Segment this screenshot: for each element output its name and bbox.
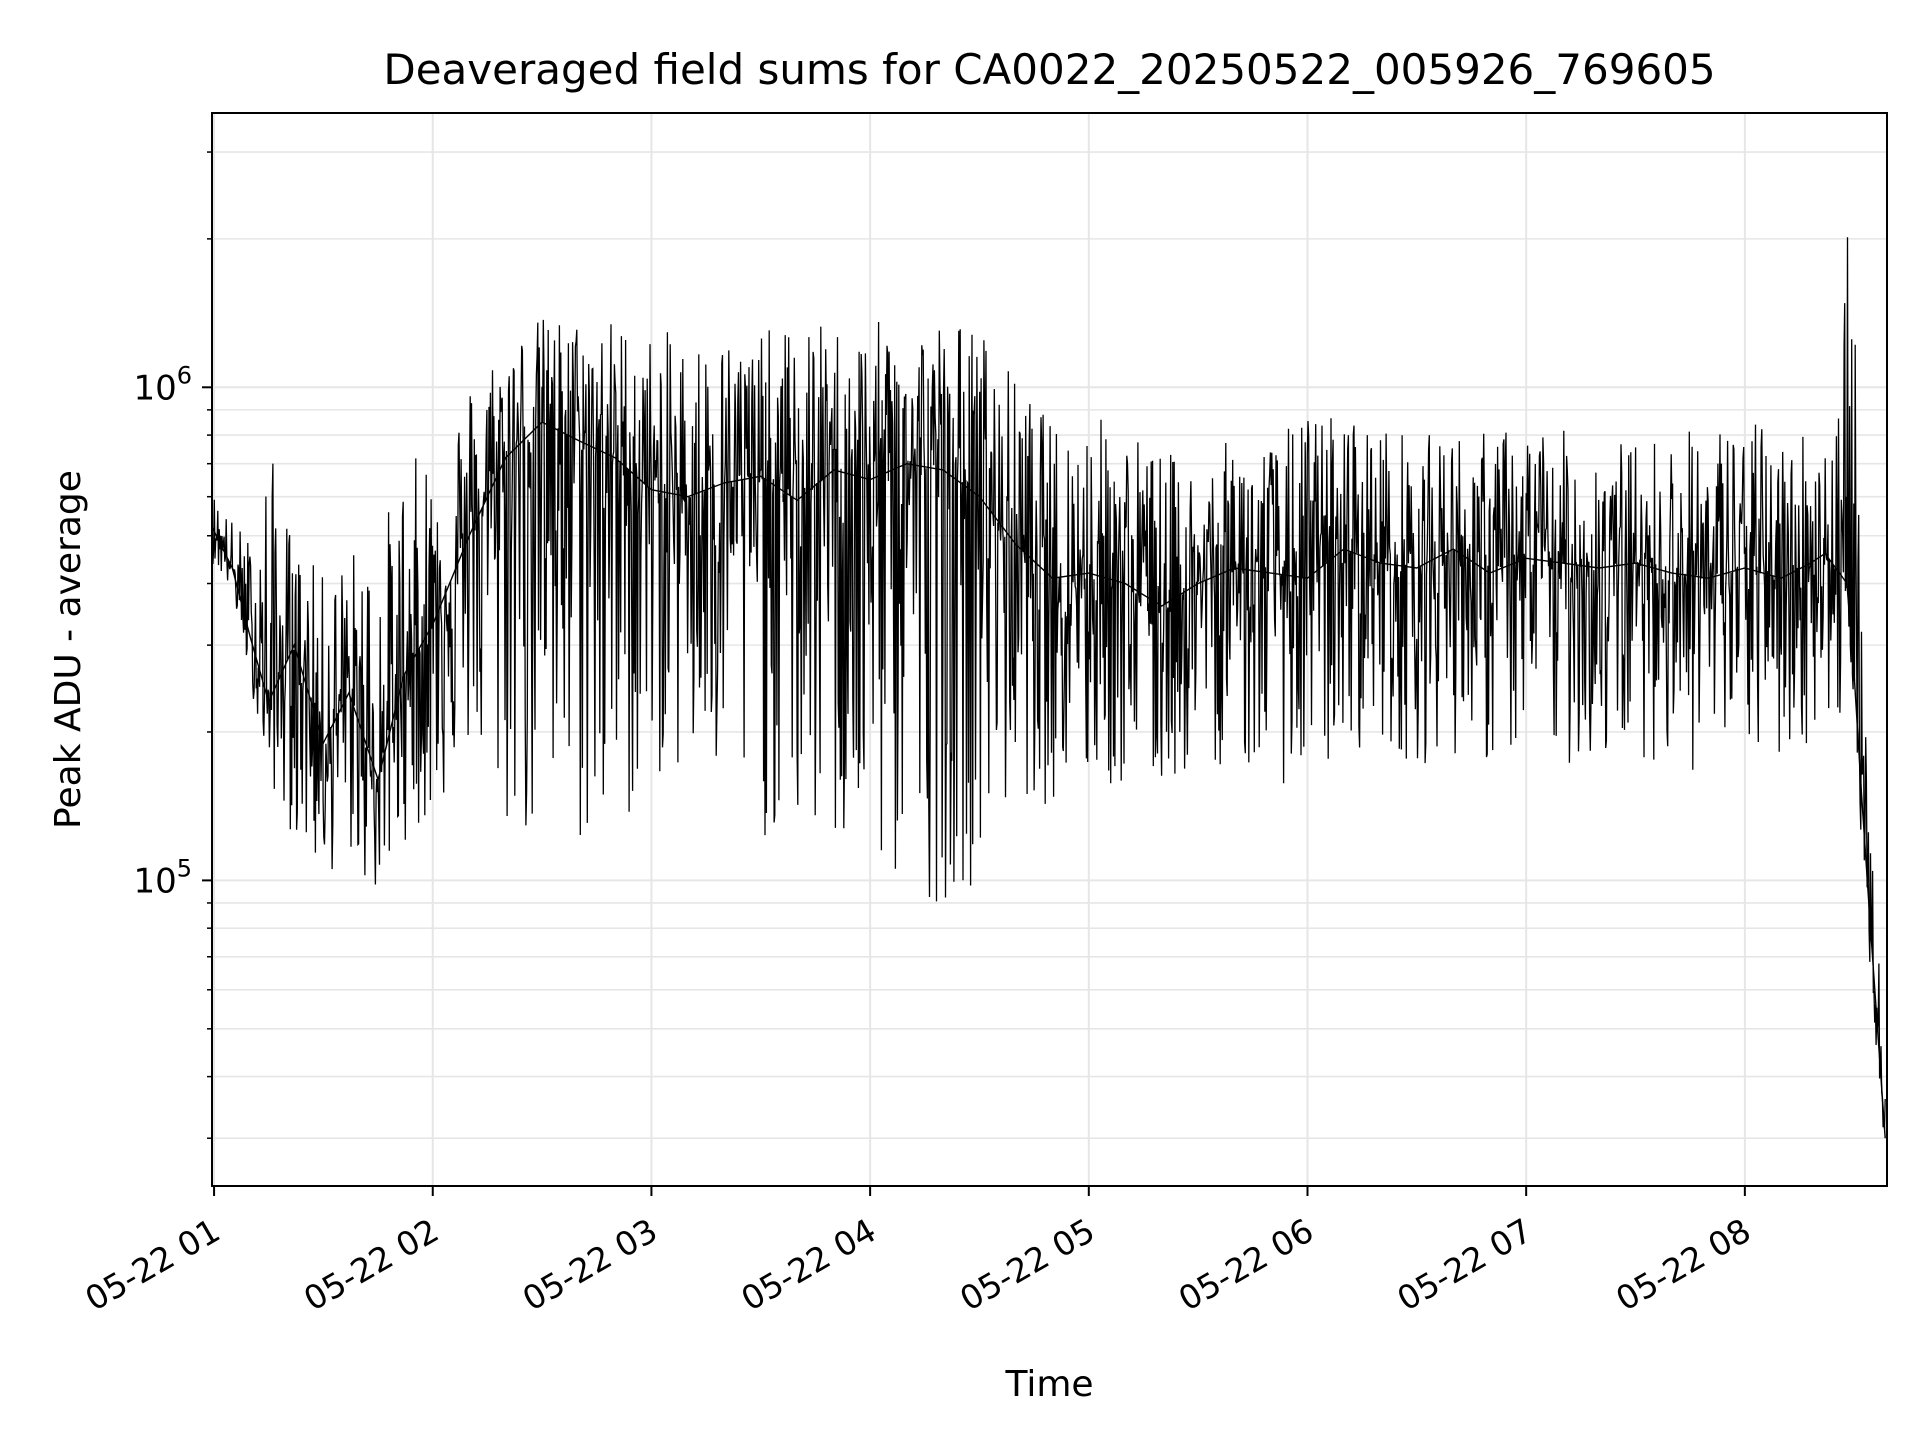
y-axis-label: Peak ADU - average	[48, 470, 89, 829]
chart-title: Deaveraged field sums for CA0022_2025052…	[383, 45, 1715, 94]
x-axis-label: Time	[1004, 1364, 1093, 1405]
